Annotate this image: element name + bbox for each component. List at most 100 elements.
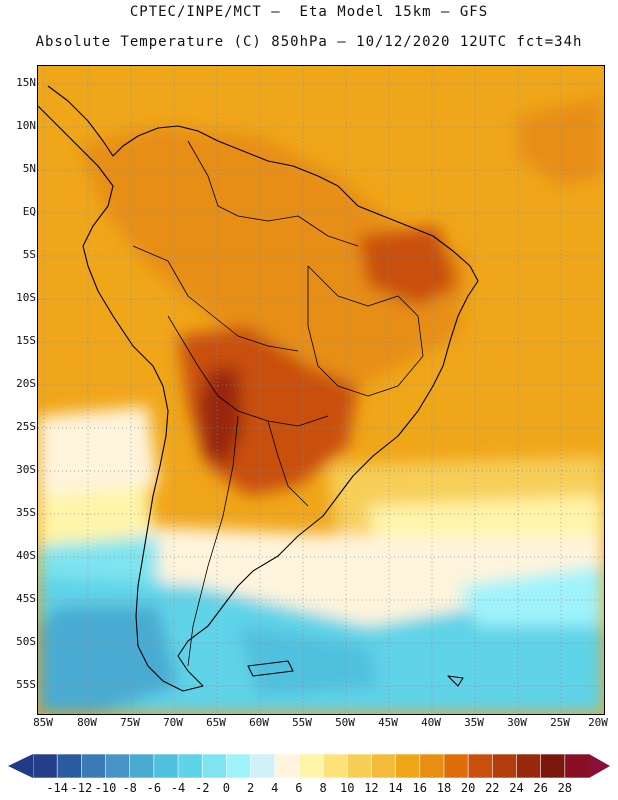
map-canvas: [38, 66, 604, 714]
colorbar-cell: [226, 753, 252, 779]
colorbar-cell: [346, 753, 373, 779]
cyan-region-pacific: [38, 536, 158, 586]
colorbar-cell: [250, 753, 276, 779]
colorbar-cell: [32, 753, 58, 779]
colorbar-cell: [129, 753, 155, 779]
blue-region-south: [238, 626, 378, 696]
south-america-coast: [38, 85, 479, 692]
lon-label: 60W: [249, 716, 269, 729]
border-brazil-states: [307, 265, 424, 397]
colorbar-cell: [443, 753, 469, 779]
lat-label: 30S: [16, 463, 36, 476]
yellow-region-west: [38, 486, 153, 546]
colorbar-cell: [419, 753, 445, 779]
very-hot-region: [198, 366, 243, 466]
lat-label: 35S: [16, 506, 36, 519]
colorbar-label: 22: [485, 781, 500, 795]
colorbar-label: 16: [412, 781, 428, 795]
colorbar-cell: [371, 753, 397, 779]
colorbar-cell: [492, 753, 518, 779]
colorbar-label: 2: [246, 781, 255, 795]
lon-label: 30W: [507, 716, 527, 729]
orange-region-ne: [518, 96, 604, 186]
border-argentina-chile: [187, 415, 239, 667]
colorbar-label: 6: [295, 781, 303, 795]
cream-region-west: [38, 406, 158, 506]
lon-label: 25W: [550, 716, 570, 729]
falkland-islands: [247, 660, 294, 677]
colorbar-label: 14: [388, 781, 403, 795]
lon-label: 45W: [378, 716, 398, 729]
colorbar-cell: [81, 753, 107, 779]
colorbar-right-arrow: [589, 754, 610, 778]
lat-label: EQ: [22, 205, 36, 218]
lat-label: 5N: [22, 162, 36, 175]
colorbar-label: 0: [222, 781, 231, 795]
lat-label: 5S: [22, 248, 36, 261]
lon-label: 20W: [588, 716, 608, 729]
graticule: [38, 66, 604, 714]
colorbar-cells: [32, 753, 590, 779]
colorbar-label: 12: [364, 781, 379, 795]
lon-label: 70W: [163, 716, 183, 729]
colorbar-cell: [467, 753, 494, 779]
colorbar-label: -2: [194, 781, 210, 795]
lat-label: 40S: [16, 549, 36, 562]
lat-label: 15N: [16, 76, 36, 89]
colorbar-cell: [298, 753, 324, 779]
colorbar-cell: [201, 753, 228, 779]
border-bolivia: [167, 315, 329, 427]
colorbar-label: -10: [94, 781, 117, 795]
colorbar-left-arrow: [8, 754, 33, 778]
lat-label: 10S: [16, 291, 36, 304]
colorbar-label: -4: [170, 781, 186, 795]
colorbar-label: -12: [70, 781, 93, 795]
title-line-1: CPTEC/INPE/MCT – Eta Model 15km – GFS: [129, 4, 489, 20]
colorbar-label: -8: [122, 781, 137, 795]
colorbar-cell: [322, 753, 349, 779]
colorbar-cell: [274, 753, 300, 779]
south-georgia: [447, 675, 464, 687]
colorbar-label: 8: [319, 781, 327, 795]
lon-label: 40W: [421, 716, 441, 729]
temperature-map: [37, 65, 605, 715]
lon-label: 65W: [206, 716, 226, 729]
colorbar-cell: [395, 753, 421, 779]
colorbar: [8, 753, 610, 779]
colorbar-label: 24: [509, 781, 524, 795]
blue-region-sw: [38, 606, 178, 714]
lat-label: 55S: [16, 678, 36, 691]
colorbar-cell: [540, 753, 566, 779]
colorbar-cell: [177, 753, 204, 779]
lat-label: 10N: [16, 119, 36, 132]
title-line-2: Absolute Temperature (C) 850hPa – 10/12/…: [35, 34, 583, 50]
lat-label: 20S: [16, 377, 36, 390]
colorbar-cell: [105, 753, 131, 779]
colorbar-cell: [56, 753, 83, 779]
hot-region-ne-brazil: [358, 226, 458, 306]
colorbar-label: -14: [46, 781, 69, 795]
colorbar-label: -6: [146, 781, 162, 795]
lat-label: 50S: [16, 635, 36, 648]
lat-label: 45S: [16, 592, 36, 605]
colorbar-label: 10: [340, 781, 355, 795]
colorbar-cell: [153, 753, 179, 779]
colorbar-label: 4: [271, 781, 279, 795]
border-north: [187, 140, 359, 247]
lon-label: 55W: [292, 716, 312, 729]
lon-label: 80W: [77, 716, 97, 729]
temperature-shading: [38, 96, 604, 714]
lon-label: 50W: [335, 716, 355, 729]
lon-label: 85W: [33, 716, 53, 729]
colorbar-label: 28: [557, 781, 573, 795]
colorbar-label: 20: [460, 781, 476, 795]
lon-label: 35W: [464, 716, 484, 729]
colorbar-cell: [564, 753, 590, 779]
border-paraguay: [267, 420, 309, 507]
lat-label: 15S: [16, 334, 36, 347]
lon-label: 75W: [120, 716, 140, 729]
colorbar-label: 26: [533, 781, 548, 795]
coastlines: [38, 85, 479, 692]
colorbar-label: 18: [436, 781, 452, 795]
orange-region-north: [78, 126, 468, 396]
